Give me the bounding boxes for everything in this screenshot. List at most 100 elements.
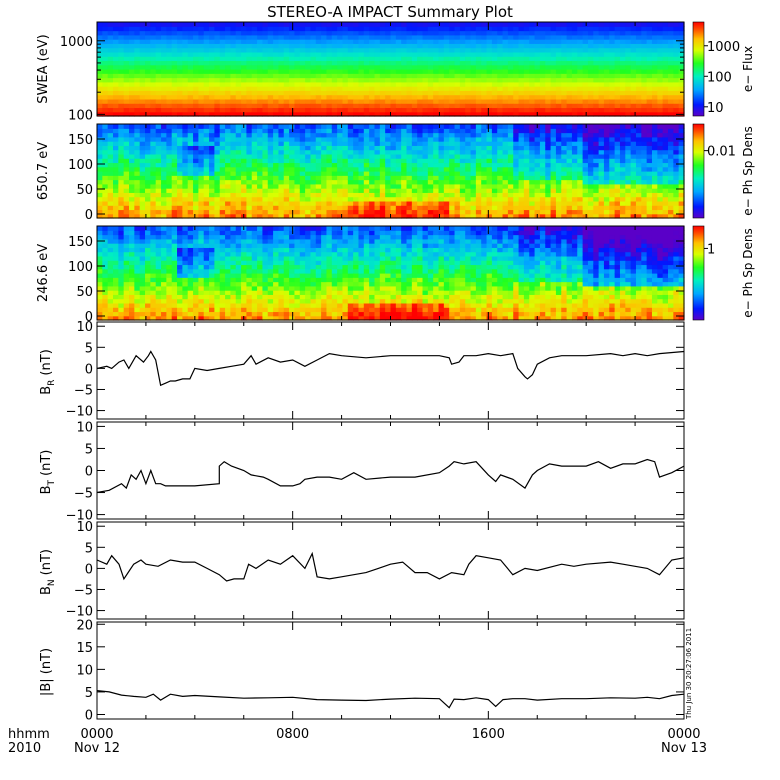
heatmap-cell [673, 128, 680, 134]
heatmap-cell [417, 77, 424, 83]
heatmap-cell [577, 192, 584, 198]
heatmap-cell [667, 111, 674, 117]
heatmap-cell [374, 196, 381, 202]
heatmap-cell [331, 34, 338, 40]
heatmap-cell [545, 188, 552, 193]
heatmap-cell [587, 128, 594, 134]
heatmap-cell [289, 205, 296, 211]
heatmap-cell [465, 209, 472, 215]
heatmap-cell [470, 98, 477, 104]
heatmap-cell [459, 179, 466, 185]
heatmap-cell [449, 209, 456, 215]
heatmap-cell [529, 81, 536, 87]
heatmap-cell [641, 213, 648, 219]
heatmap-cell [342, 56, 349, 62]
heatmap-cell [555, 128, 562, 134]
heatmap-cell [438, 43, 445, 49]
heatmap-cell [209, 141, 215, 146]
heatmap-cell [129, 188, 135, 193]
heatmap-cell [555, 192, 562, 198]
heatmap-cell [438, 200, 445, 206]
heatmap-cell [534, 43, 541, 49]
heatmap-cell [433, 77, 440, 83]
heatmap-cell [230, 213, 237, 219]
heatmap-cell [337, 43, 344, 49]
heatmap-cell [166, 111, 173, 117]
heatmap-cell [513, 47, 520, 53]
heatmap-cell [566, 188, 573, 193]
heatmap-cell [481, 86, 488, 91]
heatmap-cell [470, 103, 477, 109]
heatmap-cell [609, 141, 616, 146]
heatmap-cell [209, 205, 215, 211]
heatmap-cell [657, 179, 664, 185]
heatmap-cell [411, 205, 418, 211]
heatmap-cell [561, 128, 568, 134]
heatmap-cell [225, 39, 232, 44]
heatmap-cell [401, 90, 408, 96]
heatmap-cell [385, 81, 392, 87]
heatmap-cell [635, 86, 642, 91]
heatmap-cell [678, 175, 685, 181]
heatmap-cell [593, 64, 600, 70]
pad-650-heatmap [97, 124, 685, 219]
heatmap-cell [662, 98, 669, 104]
heatmap-cell [353, 179, 360, 185]
heatmap-cell [97, 209, 103, 215]
heatmap-cell [411, 81, 418, 87]
heatmap-cell [550, 77, 557, 83]
heatmap-cell [635, 47, 642, 53]
heatmap-cell [283, 153, 290, 159]
heatmap-cell [353, 111, 360, 117]
heatmap-cell [177, 77, 183, 83]
heatmap-cell [614, 145, 621, 151]
heatmap-cell [523, 145, 530, 151]
heatmap-cell [555, 196, 562, 202]
heatmap-cell [454, 111, 461, 117]
heatmap-cell [459, 205, 466, 211]
heatmap-cell [134, 192, 141, 198]
heatmap-cell [273, 34, 280, 40]
heatmap-cell [198, 183, 205, 189]
heatmap-cell [619, 205, 626, 211]
heatmap-cell [513, 213, 520, 219]
heatmap-cell [630, 90, 637, 96]
heatmap-cell [289, 34, 296, 40]
heatmap-cell [561, 69, 568, 74]
heatmap-cell [625, 64, 632, 70]
heatmap-cell [566, 141, 573, 146]
heatmap-cell [427, 56, 434, 62]
heatmap-cell [262, 103, 269, 109]
heatmap-cell [273, 47, 280, 53]
heatmap-cell [257, 107, 264, 113]
heatmap-cell [417, 60, 424, 66]
heatmap-cell [283, 56, 290, 62]
heatmap-cell [433, 136, 440, 142]
heatmap-cell [129, 90, 135, 96]
heatmap-cell [486, 107, 493, 113]
heatmap-cell [273, 141, 280, 146]
heatmap-cell [593, 111, 600, 117]
heatmap-cell [326, 166, 333, 172]
heatmap-cell [150, 30, 157, 36]
heatmap-cell [406, 86, 413, 91]
heatmap-cell [401, 64, 408, 70]
heatmap-cell [294, 47, 301, 53]
heatmap-cell [550, 81, 557, 87]
heatmap-cell [379, 213, 386, 219]
heatmap-cell [619, 200, 626, 206]
heatmap-cell [342, 43, 349, 49]
heatmap-cell [299, 200, 306, 206]
heatmap-cell [246, 111, 253, 117]
heatmap-cell [219, 192, 226, 198]
heatmap-cell [155, 175, 162, 181]
heatmap-cell [433, 196, 440, 202]
heatmap-cell [310, 192, 317, 198]
heatmap-cell [614, 209, 621, 215]
heatmap-cell [294, 60, 301, 66]
heatmap-cell [673, 171, 680, 176]
heatmap-cell [369, 103, 376, 109]
heatmap-cell [118, 69, 125, 74]
heatmap-cell [177, 56, 183, 62]
heatmap-cell [161, 196, 167, 202]
